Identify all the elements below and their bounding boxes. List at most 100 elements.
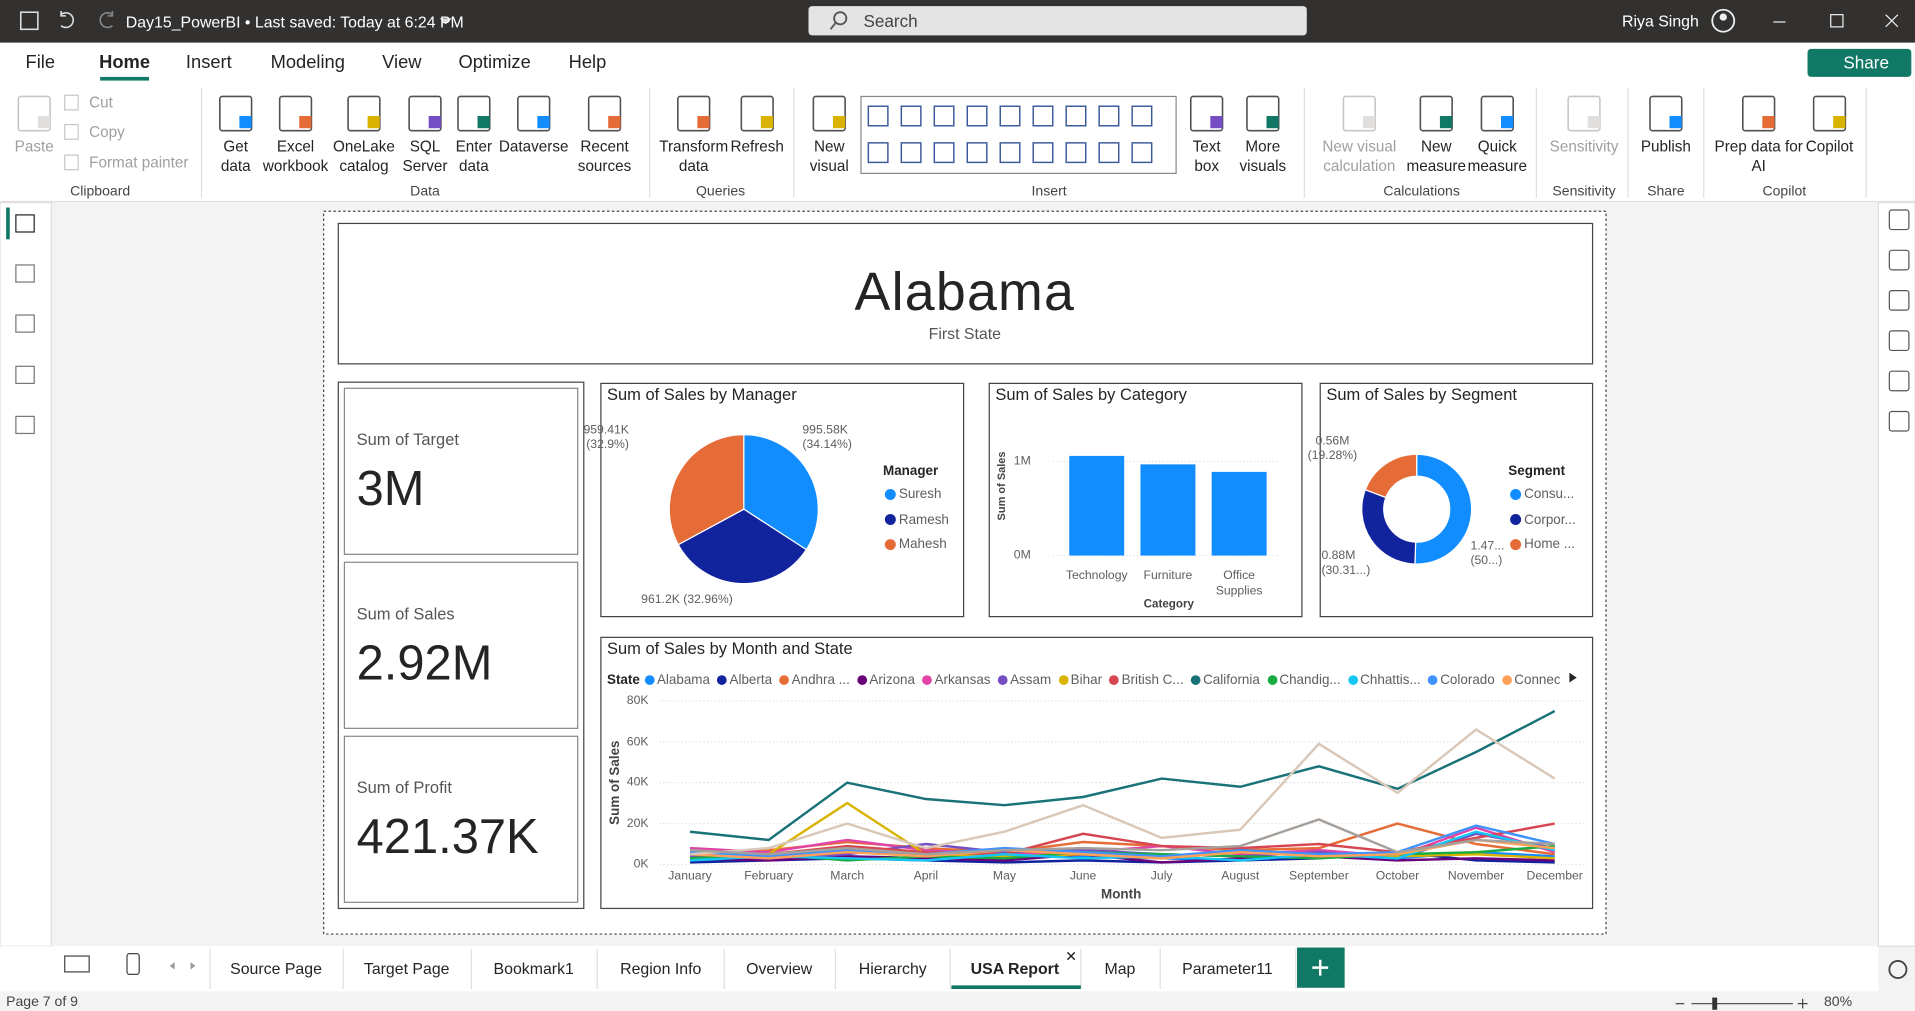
redo-icon[interactable] xyxy=(99,10,114,29)
page-tab[interactable]: Map xyxy=(1104,959,1136,978)
visual-gallery-icon[interactable] xyxy=(1131,105,1153,127)
visual-gallery-icon[interactable] xyxy=(1032,142,1054,164)
rail-icon[interactable] xyxy=(1888,410,1910,432)
legend-item[interactable]: Bihar xyxy=(1058,672,1102,687)
share-label[interactable]: Share xyxy=(1843,52,1889,73)
rail-icon[interactable] xyxy=(1888,289,1910,311)
ribbon-button[interactable]: New visual calculation xyxy=(1322,137,1397,175)
legend-label[interactable]: Home ... xyxy=(1524,537,1575,552)
settings-icon[interactable] xyxy=(1888,960,1908,979)
visual-gallery-icon[interactable] xyxy=(966,105,988,127)
nav-icon[interactable] xyxy=(15,264,35,283)
tab-close[interactable] xyxy=(1066,951,1076,961)
rail-icon[interactable] xyxy=(1888,370,1910,392)
legend-label[interactable]: Consu... xyxy=(1524,487,1575,502)
legend-item[interactable]: California xyxy=(1190,672,1260,687)
ribbon-button[interactable]: New measure xyxy=(1406,137,1466,175)
page-tab[interactable]: USA Report xyxy=(970,959,1060,978)
ribbon-small-button[interactable]: Format painter xyxy=(89,153,189,171)
visual-gallery-icon[interactable] xyxy=(1065,105,1087,127)
mobile-view-icon[interactable] xyxy=(126,952,140,975)
legend-label[interactable]: Suresh xyxy=(898,487,942,502)
legend-label[interactable]: Mahesh xyxy=(898,537,947,552)
page-tab[interactable]: Parameter11 xyxy=(1182,959,1273,978)
visual-gallery-icon[interactable] xyxy=(1131,142,1153,164)
ribbon-button[interactable]: Dataverse xyxy=(498,137,569,156)
page-view-icon[interactable] xyxy=(64,955,90,973)
restore-button[interactable] xyxy=(1830,14,1844,28)
ribbon-button[interactable]: More visuals xyxy=(1239,137,1287,175)
visual-gallery-icon[interactable] xyxy=(900,105,922,127)
ribbon-small-button[interactable]: Copy xyxy=(89,123,125,141)
menu-item[interactable]: Optimize xyxy=(458,51,531,73)
legend-item[interactable]: Arkansas xyxy=(922,672,991,687)
visual-gallery-icon[interactable] xyxy=(867,105,889,127)
menu-item[interactable]: File xyxy=(25,51,56,73)
search-box[interactable] xyxy=(808,6,1307,36)
zoom-in[interactable] xyxy=(1797,998,1808,1009)
ribbon-button[interactable]: Publish xyxy=(1640,137,1691,156)
visual-gallery-icon[interactable] xyxy=(1032,105,1054,127)
profile-icon[interactable] xyxy=(1711,8,1736,33)
ribbon-button[interactable]: Enter data xyxy=(455,137,493,175)
visual-gallery-icon[interactable] xyxy=(1098,105,1120,127)
legend-label[interactable]: Ramesh xyxy=(898,512,949,527)
page-tab[interactable]: Target Page xyxy=(363,959,450,978)
page-tab[interactable]: Hierarchy xyxy=(858,959,927,978)
rail-icon[interactable] xyxy=(1888,209,1910,231)
menu-item[interactable]: Home xyxy=(99,51,151,73)
nav-icon[interactable] xyxy=(15,314,35,333)
close-button[interactable] xyxy=(1885,14,1899,28)
visual-gallery-icon[interactable] xyxy=(867,142,889,164)
menu-item[interactable]: View xyxy=(382,51,422,73)
ribbon-button[interactable]: OneLake catalog xyxy=(332,137,395,175)
legend-scroll-arrow[interactable] xyxy=(1569,672,1577,683)
legend-item[interactable]: Andhra ... xyxy=(779,672,850,687)
legend-label[interactable]: Corpor... xyxy=(1524,512,1576,527)
ribbon-button[interactable]: Transform data xyxy=(659,137,729,175)
menu-item[interactable]: Help xyxy=(568,51,607,73)
share-button[interactable] xyxy=(1807,48,1912,77)
nav-icon[interactable] xyxy=(15,415,35,435)
visual-gallery-icon[interactable] xyxy=(1098,142,1120,164)
visual-gallery[interactable] xyxy=(860,95,1177,174)
legend-item[interactable]: Arizona xyxy=(857,672,915,687)
page-tab[interactable]: Region Info xyxy=(620,959,702,978)
legend-item[interactable]: British C... xyxy=(1109,672,1184,687)
visual-gallery-icon[interactable] xyxy=(1065,142,1087,164)
nav-icon[interactable] xyxy=(15,214,35,233)
ribbon-button[interactable]: Quick measure xyxy=(1467,137,1528,175)
page-tab[interactable]: Source Page xyxy=(230,959,322,978)
page-tab[interactable]: Overview xyxy=(746,959,813,978)
visual-gallery-icon[interactable] xyxy=(933,105,955,127)
search-placeholder[interactable]: Search xyxy=(863,10,918,31)
undo-icon[interactable] xyxy=(60,10,74,29)
visual-gallery-icon[interactable] xyxy=(999,142,1021,164)
legend-item[interactable]: Colorado xyxy=(1428,672,1495,687)
legend-item[interactable]: Chhattis... xyxy=(1347,672,1421,687)
visual-gallery-icon[interactable] xyxy=(999,105,1021,127)
rail-icon[interactable] xyxy=(1888,249,1910,271)
ribbon-button[interactable]: Sensitivity xyxy=(1549,137,1619,156)
legend-item[interactable]: Alabama xyxy=(644,672,710,687)
dropdown-arrow[interactable] xyxy=(439,18,452,25)
ribbon-button[interactable]: Prep data for AI xyxy=(1714,137,1803,175)
ribbon-button[interactable]: New visual xyxy=(809,137,849,175)
ribbon-button[interactable]: Copilot xyxy=(1805,137,1854,156)
legend-item[interactable]: Chandig... xyxy=(1267,672,1341,687)
visual-gallery-icon[interactable] xyxy=(966,142,988,164)
ribbon-button[interactable]: Get data xyxy=(220,137,251,175)
ribbon-small-button[interactable]: Cut xyxy=(89,94,113,112)
legend-item[interactable]: Alberta xyxy=(717,672,772,687)
menu-item[interactable]: Modeling xyxy=(270,51,345,73)
visual-gallery-icon[interactable] xyxy=(933,142,955,164)
ribbon-button[interactable]: Recent sources xyxy=(577,137,632,175)
ribbon-button[interactable]: Paste xyxy=(14,137,54,156)
ribbon-button[interactable]: Text box xyxy=(1192,137,1221,175)
rail-icon[interactable] xyxy=(1888,330,1910,352)
page-tab[interactable]: Bookmark1 xyxy=(493,959,574,978)
tab-scroll-left[interactable] xyxy=(169,962,175,970)
zoom-thumb[interactable] xyxy=(1712,997,1718,1010)
ribbon-button[interactable]: Refresh xyxy=(730,137,784,156)
legend-item[interactable]: Connecti... xyxy=(1502,672,1560,687)
